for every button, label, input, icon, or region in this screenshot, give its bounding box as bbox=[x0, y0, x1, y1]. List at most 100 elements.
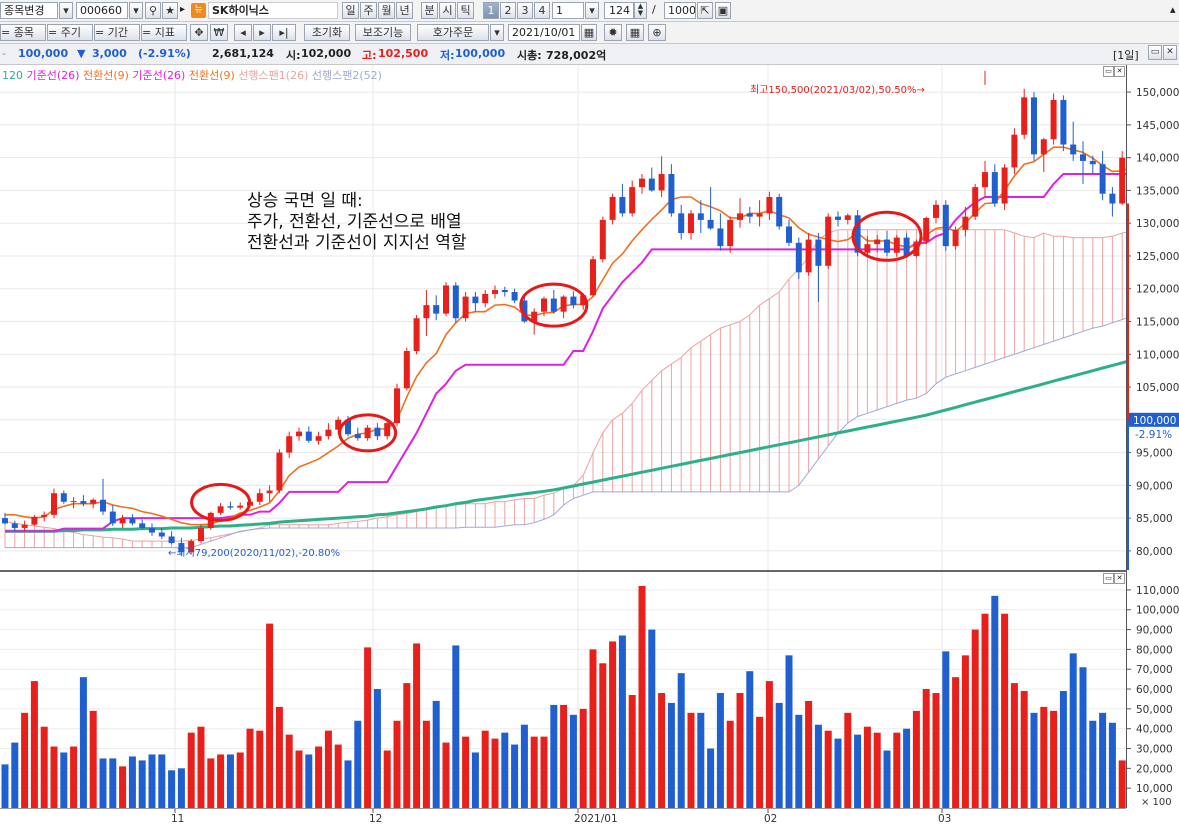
candle-body bbox=[511, 292, 518, 301]
menu-stock-button[interactable]: = 종목 bbox=[0, 24, 46, 41]
volume-bar bbox=[912, 710, 920, 808]
volume-unit-label: × 100 bbox=[1141, 797, 1172, 808]
stock-name: SK하이닉스 bbox=[212, 4, 269, 17]
volume-bar bbox=[628, 694, 636, 808]
candle-body bbox=[688, 213, 694, 234]
chevron-down-icon[interactable]: ▾ bbox=[59, 2, 73, 19]
scroll-end-icon[interactable]: ▸| bbox=[272, 24, 296, 41]
quote-bar: - 100,000 ▼ 3,000 (-2.91%) 2,681,124 시: … bbox=[0, 44, 1179, 65]
candle-body bbox=[717, 228, 724, 247]
total-input[interactable]: 1000 bbox=[664, 2, 696, 19]
stock-change-label: 종목변경 bbox=[4, 4, 45, 17]
calendar-icon[interactable]: ▦ bbox=[581, 24, 597, 41]
menu-indicator-button[interactable]: = 지표 bbox=[141, 24, 187, 41]
panel-close-icon[interactable]: ✕ bbox=[1114, 66, 1125, 77]
menu-period-button[interactable]: = 주기 bbox=[47, 24, 93, 41]
menu-range-button[interactable]: = 기간 bbox=[94, 24, 140, 41]
candle-body bbox=[109, 511, 116, 524]
reset-button[interactable]: 초기화 bbox=[304, 24, 350, 41]
number-3-button[interactable]: 3 bbox=[517, 2, 533, 19]
period-tick-button[interactable]: 틱 bbox=[457, 2, 474, 19]
price-axis-label: 115,000 bbox=[1136, 317, 1179, 329]
period-minute-button[interactable]: 분 bbox=[421, 2, 438, 19]
support-circle bbox=[851, 210, 923, 262]
candle-body bbox=[972, 187, 979, 217]
window-restore-icon[interactable]: ▭ bbox=[1148, 45, 1162, 60]
volume-bar bbox=[315, 746, 323, 808]
scroll-right-icon[interactable]: ▸ bbox=[253, 24, 271, 41]
volume-axis-label: 80,000 bbox=[1136, 644, 1173, 656]
caret-up-icon[interactable]: ▴ bbox=[1170, 3, 1176, 16]
expand-icon[interactable]: ⇱ bbox=[697, 2, 713, 19]
volume-bar bbox=[1040, 706, 1048, 808]
gear-icon[interactable]: ✹ bbox=[604, 24, 622, 41]
volume-chart-svg[interactable] bbox=[0, 572, 1179, 808]
aux-function-button[interactable]: 보조기능 bbox=[355, 24, 411, 41]
volume-bar bbox=[991, 595, 999, 808]
candle-body bbox=[864, 244, 871, 253]
span1-line bbox=[4, 229, 1172, 542]
period-hour-button[interactable]: 시 bbox=[439, 2, 456, 19]
period-day-button[interactable]: 일 bbox=[342, 2, 359, 19]
candle-body bbox=[648, 178, 655, 191]
volume-bar bbox=[1069, 653, 1077, 808]
number-4-button[interactable]: 4 bbox=[534, 2, 550, 19]
number-2-button[interactable]: 2 bbox=[500, 2, 516, 19]
candle-body bbox=[119, 518, 126, 524]
save-icon[interactable]: ▣ bbox=[715, 2, 731, 19]
magnifier-icon[interactable]: ⚲ bbox=[145, 2, 161, 19]
volume-bar bbox=[295, 750, 303, 808]
date-input[interactable]: 2021/10/01 bbox=[508, 24, 580, 41]
volume-bar bbox=[50, 746, 58, 808]
time-axis-label: 03 bbox=[938, 813, 951, 825]
panel-minimize-icon[interactable]: ▭ bbox=[1103, 66, 1114, 77]
volume-bar bbox=[579, 708, 587, 808]
stock-code-input[interactable]: 000660 bbox=[76, 2, 128, 19]
count-spinner-icon[interactable]: ▲ ▼ bbox=[634, 2, 647, 19]
volume-bar bbox=[481, 730, 489, 808]
zoom-icon[interactable]: ⊕ bbox=[648, 24, 666, 41]
stock-name-field[interactable]: SK하이닉스 bbox=[208, 2, 338, 19]
price-chart-panel[interactable]: 120 기준선(26) 전환선(9) 기준선(26) 전환선(9) 선행스팬1(… bbox=[0, 65, 1179, 570]
price-chart-svg[interactable] bbox=[0, 65, 1179, 570]
volume-bar bbox=[903, 728, 911, 808]
volume-bar bbox=[667, 702, 675, 808]
grid-icon[interactable]: ▦ bbox=[626, 24, 644, 41]
volume-chart-panel[interactable]: ▭ ✕ bbox=[0, 572, 1179, 808]
volume-bar bbox=[324, 730, 332, 808]
period-hour-label: 시 bbox=[442, 4, 453, 17]
interval-chevron-icon[interactable]: ▾ bbox=[585, 2, 599, 19]
volume-panel-minimize-icon[interactable]: ▭ bbox=[1103, 573, 1114, 584]
volume-bar bbox=[1059, 691, 1067, 808]
period-week-button[interactable]: 주 bbox=[360, 2, 377, 19]
volume-bar bbox=[275, 706, 283, 808]
candle-body bbox=[982, 172, 988, 188]
panel-divider[interactable] bbox=[0, 570, 1179, 572]
play-arrow-icon[interactable]: ▸ bbox=[180, 4, 186, 15]
volume-panel-close-icon[interactable]: ✕ bbox=[1114, 573, 1125, 584]
period-year-button[interactable]: 년 bbox=[396, 2, 413, 19]
interval-input[interactable]: 1 bbox=[552, 2, 584, 19]
move-cross-icon[interactable]: ✥ bbox=[190, 24, 208, 41]
order-button[interactable]: 호가주문 bbox=[417, 24, 489, 41]
order-chevron-icon[interactable]: ▾ bbox=[490, 24, 504, 41]
period-month-button[interactable]: 월 bbox=[378, 2, 395, 19]
volume-bar bbox=[638, 585, 646, 808]
count-input[interactable]: 124 bbox=[604, 2, 634, 19]
wave-icon[interactable]: ₩ bbox=[210, 24, 228, 41]
candle-body bbox=[639, 178, 645, 188]
close-icon[interactable]: ✕ bbox=[1163, 45, 1177, 60]
scroll-left-icon[interactable]: ◂ bbox=[234, 24, 252, 41]
price-axis-label: 140,000 bbox=[1136, 153, 1179, 165]
volume-bar bbox=[520, 724, 528, 808]
time-axis-label: 12 bbox=[369, 813, 382, 825]
volume-bar bbox=[560, 704, 568, 808]
code-dropdown-chevron-icon[interactable]: ▾ bbox=[129, 2, 143, 19]
volume-bar bbox=[21, 712, 29, 808]
candle-body bbox=[335, 419, 342, 430]
time-axis-label: 2021/01 bbox=[574, 813, 618, 825]
stock-change-field[interactable]: 종목변경 bbox=[0, 2, 58, 19]
star-icon[interactable]: ★ bbox=[162, 2, 178, 19]
market-cap-label: 시총: bbox=[517, 49, 542, 62]
number-1-button[interactable]: 1 bbox=[483, 2, 499, 19]
